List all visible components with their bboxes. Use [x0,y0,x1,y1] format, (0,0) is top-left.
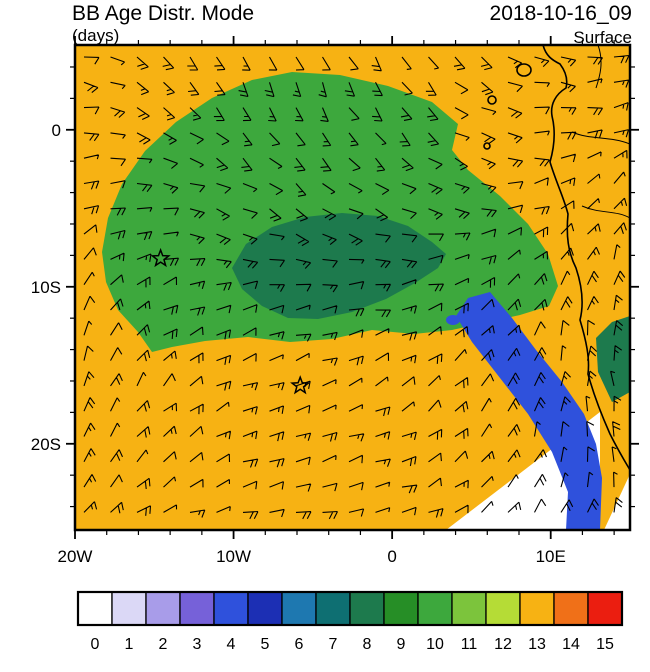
map-area [75,45,630,530]
river-line-1 [571,131,630,145]
colorbar-cell [417,591,453,626]
river-line-2 [581,205,630,219]
africa-coastline [542,45,630,471]
colorbar-label: 9 [397,636,406,653]
colorbar: 0 1 2 3 4 5 6 7 8 9 10 11 12 13 14 15 [76,590,624,653]
colorbar-cell [213,591,249,626]
colorbar-cell [519,591,555,626]
colorbar-label: 4 [227,636,236,653]
x-axis-label: 0 [387,547,396,566]
colorbar-label: 1 [125,636,134,653]
colorbar-cell [587,591,623,626]
colorbar-label: 7 [329,636,338,653]
axis-ticks: 20W 10W 0 10E 0 10S 20S [31,36,639,566]
colorbar-label: 10 [426,636,444,653]
plot-units: (days) [72,26,119,45]
colorbar-label: 12 [494,636,512,653]
colorbar-label: 8 [363,636,372,653]
star-marker [150,247,171,268]
island-sao-tome [483,142,491,150]
colorbar-cell [247,591,283,626]
field-region-blue-speck [446,315,460,325]
colorbar-cell [451,591,487,626]
colorbar-cell [145,591,181,626]
coastline [483,45,630,471]
field-region-dark-green [232,213,446,319]
y-axis-label: 0 [52,121,61,140]
star-markers [150,247,311,395]
colorbar-label: 0 [91,636,100,653]
plot-level: Surface [573,28,632,47]
wind-barb-field [83,54,630,520]
plot-datetime: 2018-10-16_09 [490,2,632,25]
x-axis-label: 10W [216,547,251,566]
colorbar-cell [553,591,589,626]
wind-barbs [83,54,630,520]
colorbar-label: 13 [528,636,546,653]
colorbar-cell [281,591,317,626]
field-region-white-corner [604,474,630,530]
colorbar-cell [485,591,521,626]
field-region-coastal-teal [596,316,630,402]
colorbar-label: 2 [159,636,168,653]
x-axis-label: 10E [536,547,566,566]
colorbar-label: 11 [461,636,478,653]
colorbar-label: 3 [193,636,202,653]
colorbar-border [76,590,624,627]
island-bioko [516,63,532,77]
colorbar-cell [179,591,215,626]
x-axis-label: 20W [58,547,93,566]
colorbar-label: 6 [295,636,304,653]
colorbar-label: 5 [261,636,270,653]
star-marker [290,375,311,395]
plot-title: BB Age Distr. Mode [72,2,254,25]
colorbar-cell [349,591,385,626]
field-region-green [102,72,558,352]
colorbar-label: 15 [596,636,614,653]
island-principe [487,95,497,105]
colorbar-cell [315,591,351,626]
colorbar-cell [77,591,113,626]
colorbar-cell [111,591,147,626]
y-axis-label: 10S [31,278,61,297]
river-line-3 [595,45,602,89]
colorbar-cell [383,591,419,626]
colorbar-label: 14 [562,636,580,653]
y-axis-label: 20S [31,435,61,454]
